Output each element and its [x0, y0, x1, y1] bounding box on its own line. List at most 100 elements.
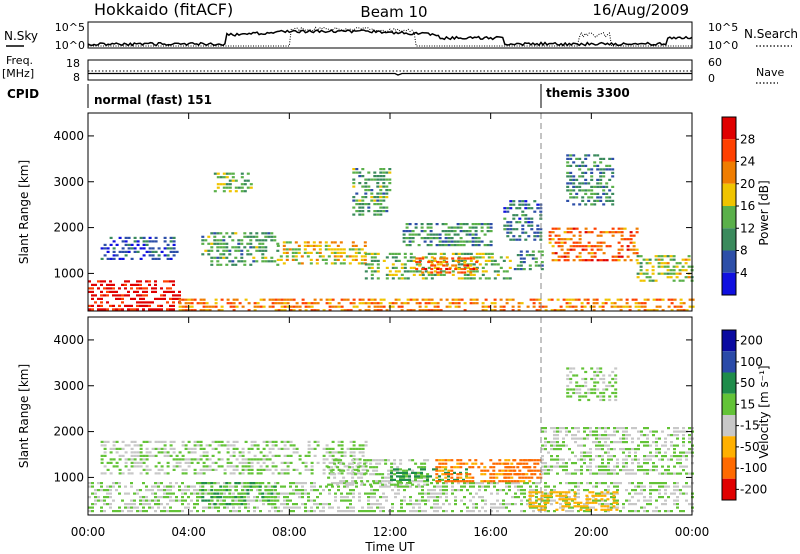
echo-cell [130, 297, 133, 300]
echo-cell [468, 233, 472, 236]
echo-cell [533, 466, 537, 469]
colorbar-tick-label: -50 [740, 440, 760, 454]
echo-cell [613, 430, 616, 433]
echo-cell [643, 444, 646, 447]
echo-cell [581, 259, 585, 262]
echo-cell [283, 447, 287, 450]
echo-cell [599, 370, 603, 374]
echo-cell [533, 210, 537, 213]
echo-cell [214, 302, 218, 305]
echo-cell [481, 506, 484, 509]
echo-cell [670, 441, 673, 444]
echo-cell [587, 168, 591, 171]
echo-cell [367, 263, 371, 266]
echo-cell [154, 290, 157, 293]
echo-cell [646, 427, 649, 430]
echo-cell [217, 482, 220, 485]
echo-cell [480, 473, 484, 476]
echo-cell [358, 302, 362, 305]
echo-cell [613, 482, 616, 485]
echo-cell [423, 468, 426, 471]
echo-cell [448, 271, 452, 274]
echo-cell [596, 388, 600, 391]
echo-cell [454, 489, 457, 492]
echo-cell [106, 492, 109, 495]
echo-cell [544, 427, 547, 430]
echo-cell [297, 251, 301, 254]
echo-cell [112, 444, 116, 447]
echo-cell [475, 506, 478, 509]
echo-cell [139, 301, 142, 304]
echo-cell [243, 496, 247, 499]
echo-cell [124, 304, 127, 307]
echo-cell [584, 245, 588, 248]
echo-cell [460, 277, 464, 280]
echo-cell [490, 302, 494, 305]
echo-cell [606, 505, 610, 508]
echo-cell [169, 240, 173, 243]
echo-cell [151, 290, 154, 293]
colorbar-tick-label: 16 [740, 199, 755, 213]
echo-cell [572, 161, 576, 164]
echo-cell [441, 462, 445, 465]
echo-cell [541, 458, 544, 461]
echo-cell [381, 473, 385, 476]
echo-cell [327, 248, 331, 251]
echo-cell [136, 280, 139, 283]
echo-cell [556, 465, 559, 468]
echo-cell [687, 276, 691, 279]
echo-cell [514, 482, 517, 485]
echo-cell [324, 244, 328, 247]
echo-cell [262, 447, 266, 450]
echo-cell [286, 447, 290, 450]
echo-cell [607, 458, 610, 461]
echo-cell [578, 391, 582, 395]
echo-cell [655, 451, 658, 454]
echo-cell [264, 246, 268, 249]
echo-cell [604, 451, 607, 454]
echo-cell [688, 472, 691, 475]
echo-cell [115, 451, 119, 454]
echo-cell [100, 506, 103, 509]
echo-cell [222, 183, 226, 186]
echo-cell [367, 492, 370, 495]
echo-cell [655, 437, 658, 440]
echo-cell [103, 496, 106, 499]
echo-cell [628, 455, 631, 458]
echo-cell [634, 298, 638, 301]
echo-cell [106, 503, 109, 506]
echo-cell [580, 465, 583, 468]
echo-cell [474, 223, 478, 226]
echo-cell [169, 280, 172, 283]
echo-cell [124, 280, 127, 283]
echo-cell [361, 302, 365, 305]
echo-cell [625, 305, 629, 308]
echo-cell [259, 499, 262, 502]
echo-cell [568, 430, 571, 433]
echo-cell [607, 510, 610, 513]
echo-cell [154, 236, 158, 239]
echo-cell [235, 447, 239, 450]
echo-cell [408, 478, 411, 481]
echo-cell [246, 186, 250, 189]
echo-cell [601, 437, 604, 440]
echo-cell [217, 510, 220, 513]
echo-cell [265, 454, 269, 457]
echo-cell [133, 308, 136, 311]
echo-cell [145, 250, 149, 253]
echo-cell [142, 304, 145, 307]
echo-cell [439, 273, 443, 276]
echo-cell [639, 279, 643, 282]
echo-cell [603, 505, 607, 508]
echo-cell [264, 485, 268, 488]
colorbar-swatch [722, 415, 736, 437]
echo-cell [426, 478, 429, 481]
echo-cell [462, 480, 466, 483]
echo-cell [667, 469, 670, 472]
echo-cell [354, 255, 358, 258]
echo-cell [103, 503, 106, 506]
echo-cell [139, 304, 142, 307]
echo-cell [509, 473, 513, 476]
echo-cell [210, 246, 214, 249]
echo-cell [109, 492, 112, 495]
